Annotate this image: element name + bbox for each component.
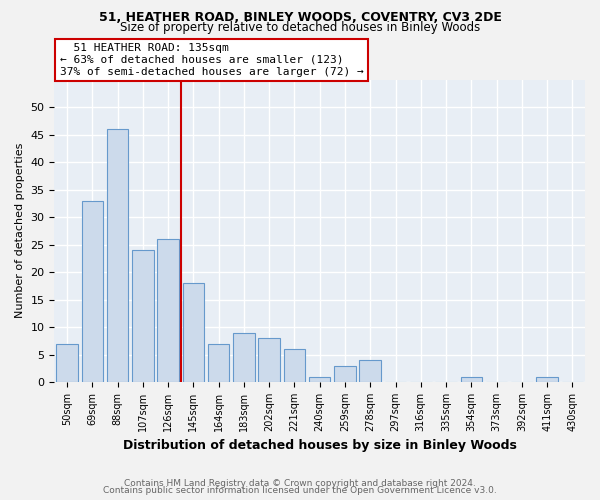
Bar (536, 376, 558, 382)
Bar (259, 338, 280, 382)
Bar (132, 250, 154, 382)
Bar (284, 349, 305, 382)
Text: Size of property relative to detached houses in Binley Woods: Size of property relative to detached ho… (120, 22, 480, 35)
Bar (82, 200, 103, 382)
Bar (208, 344, 229, 382)
Bar (233, 332, 254, 382)
X-axis label: Distribution of detached houses by size in Binley Woods: Distribution of detached houses by size … (123, 440, 517, 452)
Bar (56, 344, 78, 382)
Bar (309, 376, 331, 382)
Bar (359, 360, 381, 382)
Bar (157, 239, 179, 382)
Y-axis label: Number of detached properties: Number of detached properties (15, 143, 25, 318)
Bar (334, 366, 356, 382)
Text: 51, HEATHER ROAD, BINLEY WOODS, COVENTRY, CV3 2DE: 51, HEATHER ROAD, BINLEY WOODS, COVENTRY… (98, 11, 502, 24)
Bar (461, 376, 482, 382)
Text: Contains public sector information licensed under the Open Government Licence v3: Contains public sector information licen… (103, 486, 497, 495)
Text: 51 HEATHER ROAD: 135sqm
← 63% of detached houses are smaller (123)
37% of semi-d: 51 HEATHER ROAD: 135sqm ← 63% of detache… (60, 44, 364, 76)
Text: Contains HM Land Registry data © Crown copyright and database right 2024.: Contains HM Land Registry data © Crown c… (124, 478, 476, 488)
Bar (107, 129, 128, 382)
Bar (182, 283, 204, 382)
